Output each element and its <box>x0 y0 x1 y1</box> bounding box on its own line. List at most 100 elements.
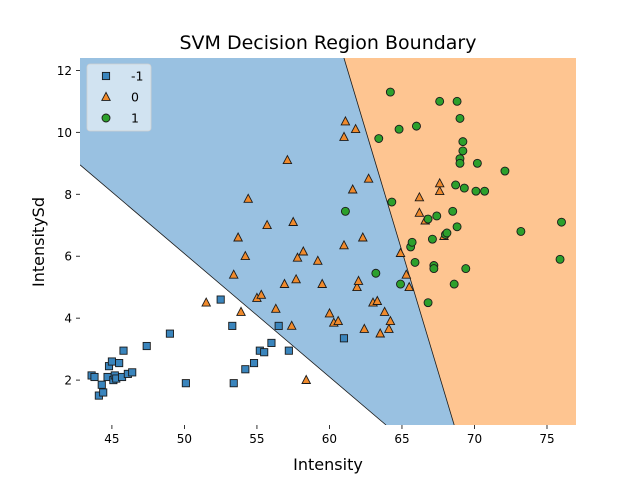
data-point-triangle <box>385 315 396 326</box>
data-point-square <box>107 357 116 366</box>
data-point-square <box>241 365 250 374</box>
data-point-square <box>339 334 349 343</box>
data-point-circle <box>435 96 445 106</box>
data-point-triangle <box>339 239 349 250</box>
data-point-triangle <box>414 207 425 217</box>
data-point-circle <box>459 183 469 193</box>
data-point-triangle <box>434 177 445 188</box>
data-point-triangle <box>288 216 299 226</box>
data-point-square <box>284 346 293 355</box>
y-axis-label: IntensitySd <box>29 197 48 287</box>
y-tick-label: 12 <box>57 64 72 78</box>
data-point-circle <box>555 254 565 264</box>
data-point-triangle <box>340 115 351 126</box>
data-point-circle <box>449 279 459 289</box>
data-point-circle <box>340 206 350 216</box>
data-point-triangle <box>339 131 349 141</box>
y-tick-label: 4 <box>64 312 72 326</box>
data-point-triangle <box>312 255 323 265</box>
data-point-circle <box>471 186 481 196</box>
data-point-triangle <box>262 219 273 230</box>
data-point-circle <box>429 264 439 274</box>
x-tick-label: 75 <box>539 432 554 446</box>
data-point-triangle <box>270 303 281 313</box>
chart-title: SVM Decision Region Boundary <box>179 32 476 54</box>
data-point-triangle <box>233 232 244 242</box>
data-point-circle <box>423 214 433 224</box>
data-point-square <box>97 380 106 389</box>
legend: -1 0 1 <box>86 63 152 132</box>
data-point-circle <box>394 124 404 134</box>
data-point-circle <box>407 237 417 247</box>
data-point-circle <box>557 217 566 227</box>
legend-label: 1 <box>131 111 139 126</box>
data-point-triangle <box>383 323 394 333</box>
data-point-square <box>165 329 174 338</box>
data-point-triangle <box>298 246 309 256</box>
data-point-circle <box>412 121 421 131</box>
data-point-triangle <box>236 306 246 316</box>
data-point-triangle <box>282 154 293 165</box>
data-point-square <box>228 321 237 330</box>
data-point-circle <box>480 186 490 196</box>
data-point-triangle <box>353 275 364 285</box>
data-point-triangle <box>359 323 370 333</box>
data-point-triangle <box>357 232 368 242</box>
region-class-0 <box>80 58 455 425</box>
region-class-1 <box>344 58 576 425</box>
data-point-circle <box>516 226 526 236</box>
data-point-triangle <box>292 252 303 262</box>
data-point-circle <box>432 211 442 221</box>
data-point-triangle <box>350 123 361 134</box>
data-point-circle <box>461 264 471 274</box>
y-tick-label: 10 <box>57 126 72 140</box>
data-point-triangle <box>301 374 312 384</box>
data-point-circle <box>458 146 468 156</box>
legend-label: -1 <box>131 69 143 84</box>
data-points <box>87 87 566 400</box>
x-tick-label: 45 <box>104 432 119 446</box>
data-point-square <box>119 346 128 355</box>
boundary-line <box>80 164 387 425</box>
x-tick-label: 50 <box>177 432 192 446</box>
data-point-circle <box>452 222 462 232</box>
data-point-triangle <box>279 278 290 288</box>
data-point-triangle <box>401 269 412 279</box>
data-point-triangle <box>414 191 425 202</box>
data-point-triangle <box>379 306 390 316</box>
data-point-circle <box>423 298 433 308</box>
data-point-circle <box>410 257 420 267</box>
data-point-circle <box>455 113 465 123</box>
data-point-triangle <box>291 273 302 284</box>
data-point-triangle <box>324 307 335 318</box>
data-point-circle <box>452 96 462 106</box>
data-point-circle <box>472 158 482 168</box>
data-point-circle <box>387 197 397 207</box>
data-point-triangle <box>347 184 358 194</box>
data-point-triangle <box>404 281 415 292</box>
data-point-circle <box>451 180 461 190</box>
data-point-square <box>216 295 225 304</box>
legend-label: 0 <box>131 90 139 105</box>
data-point-circle <box>500 166 510 176</box>
data-point-circle <box>427 234 437 244</box>
legend-box <box>86 63 152 132</box>
y-tick-label: 6 <box>64 250 72 264</box>
data-point-triangle <box>372 295 383 305</box>
plot-area <box>80 58 576 425</box>
data-point-triangle <box>286 320 297 330</box>
data-point-triangle <box>352 281 362 292</box>
data-point-triangle <box>256 289 267 299</box>
data-point-triangle <box>375 328 386 338</box>
x-tick-label: 70 <box>467 432 482 446</box>
data-point-circle <box>458 137 468 147</box>
legend-marker-circle <box>101 113 111 123</box>
data-point-square <box>142 341 151 351</box>
data-point-square <box>99 388 108 397</box>
data-point-circle <box>442 228 452 238</box>
data-point-circle <box>455 158 465 168</box>
data-point-circle <box>396 279 405 289</box>
data-point-triangle <box>201 297 212 307</box>
data-point-triangle <box>243 193 254 203</box>
